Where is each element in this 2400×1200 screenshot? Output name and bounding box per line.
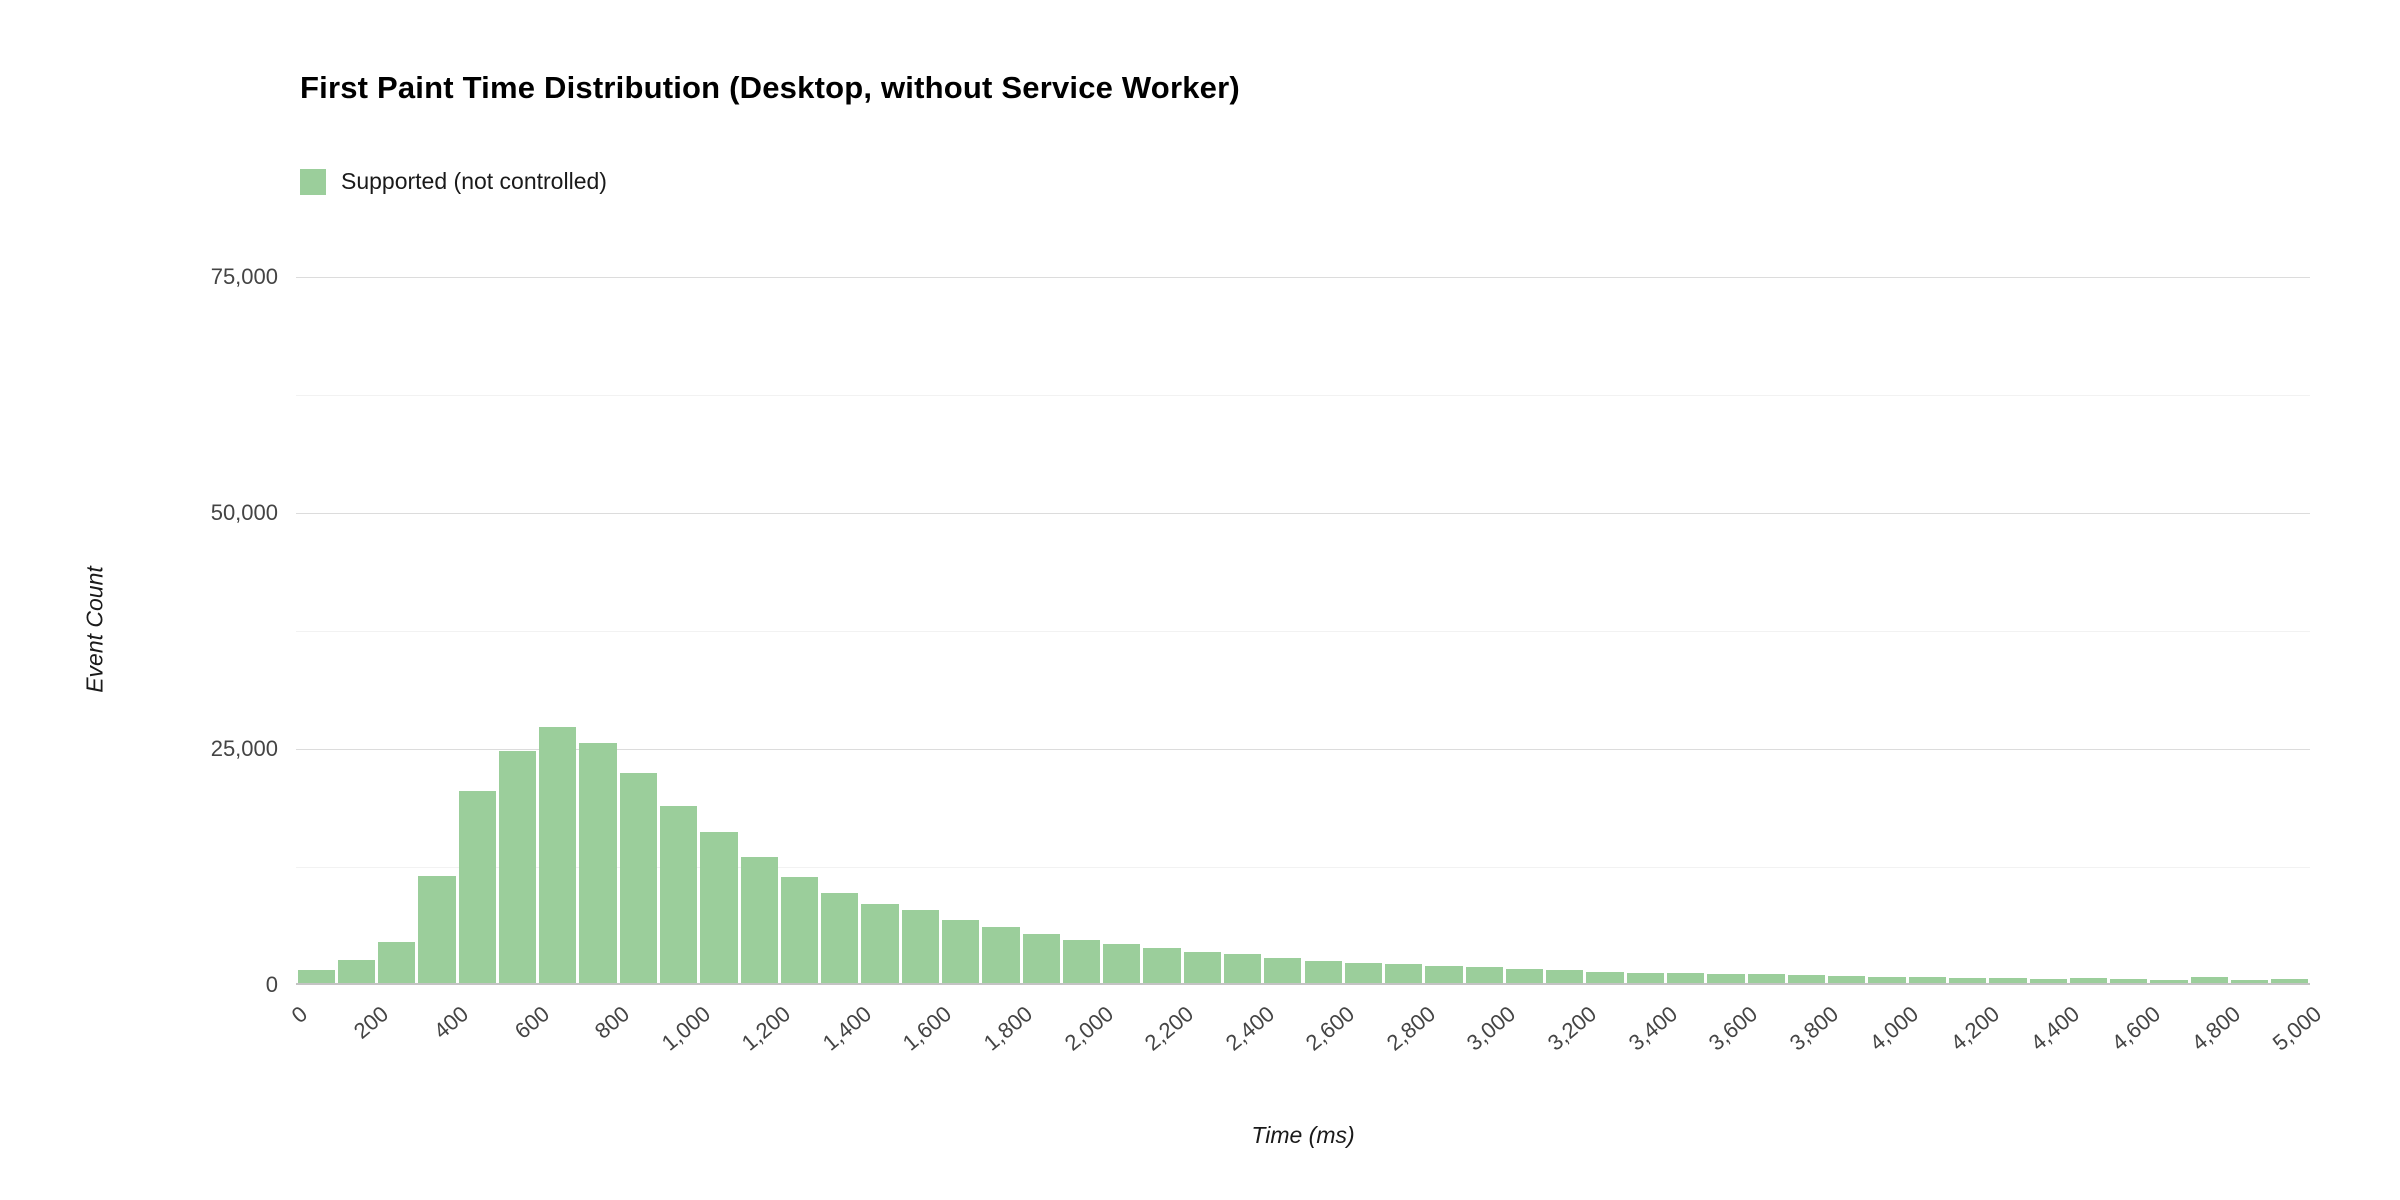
histogram-bar[interactable] bbox=[821, 892, 859, 985]
histogram-bar[interactable] bbox=[498, 750, 537, 985]
histogram-bar[interactable] bbox=[1344, 963, 1383, 985]
histogram-bar[interactable] bbox=[1586, 971, 1624, 985]
histogram-bar[interactable] bbox=[1143, 948, 1181, 985]
minor-gridline bbox=[296, 867, 2310, 868]
histogram-bar[interactable] bbox=[861, 903, 899, 985]
legend-swatch bbox=[300, 168, 326, 195]
histogram-bar[interactable] bbox=[1264, 957, 1302, 985]
y-tick-label: 0 bbox=[265, 972, 278, 997]
chart-title: First Paint Time Distribution (Desktop, … bbox=[300, 70, 1240, 105]
histogram-bar[interactable] bbox=[1626, 972, 1664, 985]
histogram-bar[interactable] bbox=[539, 727, 577, 985]
histogram-bar[interactable] bbox=[740, 856, 778, 985]
histogram-bar[interactable] bbox=[1022, 934, 1060, 985]
x-axis-title: Time (ms) bbox=[1251, 1122, 1355, 1148]
histogram-bar[interactable] bbox=[1425, 966, 1463, 985]
histogram-bar[interactable] bbox=[982, 927, 1020, 985]
histogram-bar[interactable] bbox=[901, 910, 939, 985]
x-axis-baseline bbox=[296, 983, 2310, 985]
histogram-bar[interactable] bbox=[1989, 978, 2027, 985]
histogram-bar[interactable] bbox=[2271, 979, 2309, 985]
y-tick-label: 25,000 bbox=[210, 736, 278, 761]
histogram-bar[interactable] bbox=[1223, 953, 1262, 985]
histogram-bar[interactable] bbox=[1787, 974, 1826, 985]
histogram-bar[interactable] bbox=[458, 791, 496, 985]
histogram-bar[interactable] bbox=[1948, 978, 1987, 985]
histogram-bar[interactable] bbox=[297, 969, 335, 985]
histogram-bar[interactable] bbox=[2230, 980, 2269, 985]
minor-gridline bbox=[296, 395, 2310, 396]
legend-label: Supported (not controlled) bbox=[341, 168, 607, 194]
major-gridline bbox=[296, 277, 2310, 278]
histogram-bar[interactable] bbox=[2110, 979, 2148, 985]
histogram-bar[interactable] bbox=[579, 743, 617, 985]
histogram-bar[interactable] bbox=[2029, 979, 2067, 985]
histogram-bar[interactable] bbox=[2190, 977, 2228, 985]
histogram-bar[interactable] bbox=[1707, 973, 1745, 985]
histogram-bar[interactable] bbox=[1868, 976, 1906, 985]
histogram-bar[interactable] bbox=[1103, 944, 1141, 985]
histogram-bar[interactable] bbox=[378, 941, 416, 985]
histogram-bar[interactable] bbox=[1828, 975, 1866, 985]
histogram-bar[interactable] bbox=[660, 805, 698, 985]
histogram-bar[interactable] bbox=[2150, 980, 2188, 985]
y-axis-title: Event Count bbox=[81, 566, 108, 693]
histogram-bar[interactable] bbox=[619, 772, 657, 985]
y-tick-label: 50,000 bbox=[210, 500, 278, 525]
y-tick-label: 75,000 bbox=[210, 264, 278, 289]
histogram-bar[interactable] bbox=[1546, 969, 1584, 985]
histogram-bar[interactable] bbox=[1747, 973, 1785, 985]
histogram-bar[interactable] bbox=[418, 876, 456, 985]
histogram-bar[interactable] bbox=[1908, 977, 1946, 985]
histogram-bar[interactable] bbox=[1465, 967, 1503, 985]
histogram-bar[interactable] bbox=[1505, 968, 1544, 985]
legend: Supported (not controlled) bbox=[300, 168, 607, 195]
histogram-bar[interactable] bbox=[337, 960, 376, 985]
major-gridline bbox=[296, 513, 2310, 514]
histogram-bar[interactable] bbox=[780, 877, 819, 985]
histogram-bar[interactable] bbox=[1304, 961, 1342, 985]
plot-area bbox=[296, 277, 2310, 985]
minor-gridline bbox=[296, 631, 2310, 632]
histogram-bar[interactable] bbox=[2069, 978, 2108, 985]
histogram-bar[interactable] bbox=[1062, 939, 1101, 985]
histogram-bar[interactable] bbox=[1183, 951, 1221, 985]
major-gridline bbox=[296, 749, 2310, 750]
histogram-bar[interactable] bbox=[1385, 964, 1423, 985]
histogram-bar[interactable] bbox=[700, 832, 738, 985]
histogram-bar[interactable] bbox=[1667, 972, 1705, 985]
histogram-bar[interactable] bbox=[941, 919, 980, 985]
